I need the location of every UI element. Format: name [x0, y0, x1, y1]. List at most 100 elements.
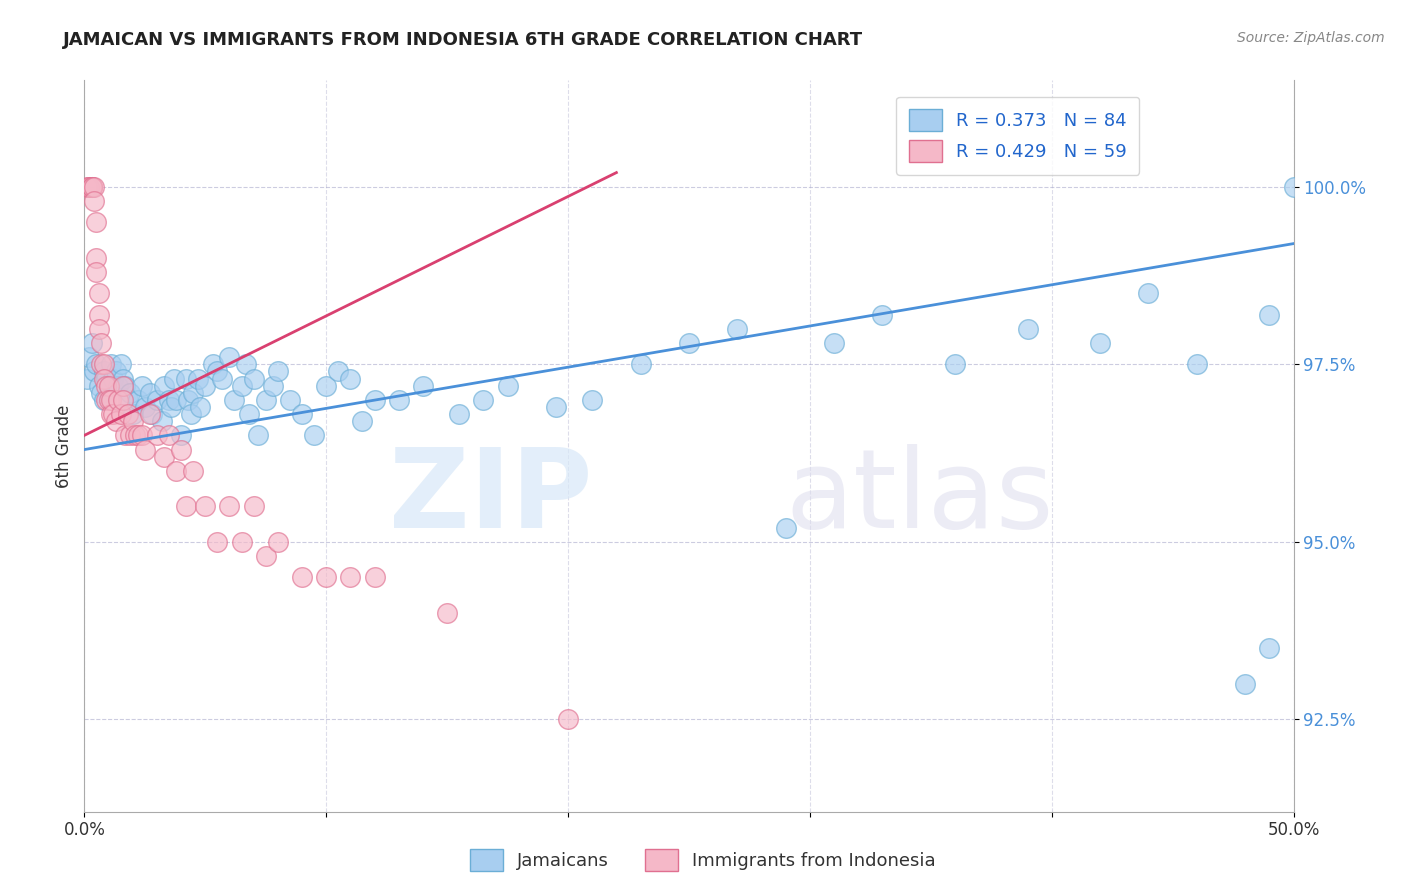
Point	[678, 336, 700, 351]
Point	[363, 392, 385, 407]
Point	[114, 428, 136, 442]
Point	[117, 407, 139, 421]
Point	[76, 371, 98, 385]
Point	[114, 378, 136, 392]
Point	[254, 392, 277, 407]
Point	[1234, 677, 1257, 691]
Point	[170, 428, 193, 442]
Point	[153, 378, 176, 392]
Point	[86, 265, 108, 279]
Point	[150, 414, 173, 428]
Point	[94, 392, 117, 407]
Point	[1258, 641, 1281, 656]
Point	[104, 414, 127, 428]
Point	[100, 392, 122, 407]
Point	[146, 428, 169, 442]
Point	[291, 570, 314, 584]
Point	[315, 378, 337, 392]
Point	[141, 407, 163, 421]
Point	[1137, 286, 1160, 301]
Point	[97, 378, 120, 392]
Point	[93, 357, 115, 371]
Point	[242, 371, 264, 385]
Point	[218, 350, 240, 364]
Point	[315, 570, 337, 584]
Point	[1017, 322, 1039, 336]
Point	[181, 464, 204, 478]
Point	[127, 392, 149, 407]
Point	[107, 392, 129, 407]
Point	[472, 392, 495, 407]
Point	[630, 357, 652, 371]
Point	[267, 364, 290, 378]
Point	[100, 407, 122, 421]
Point	[87, 322, 110, 336]
Point	[302, 428, 325, 442]
Point	[291, 407, 314, 421]
Point	[1258, 308, 1281, 322]
Legend: Jamaicans, Immigrants from Indonesia: Jamaicans, Immigrants from Indonesia	[463, 842, 943, 879]
Point	[254, 549, 277, 563]
Point	[224, 392, 246, 407]
Point	[77, 179, 100, 194]
Point	[328, 364, 350, 378]
Point	[121, 407, 143, 421]
Point	[247, 428, 270, 442]
Point	[943, 357, 966, 371]
Point	[201, 357, 224, 371]
Point	[231, 534, 253, 549]
Point	[87, 308, 110, 322]
Point	[104, 364, 127, 378]
Point	[177, 392, 200, 407]
Point	[93, 364, 115, 378]
Point	[352, 414, 374, 428]
Point	[339, 371, 361, 385]
Point	[100, 357, 122, 371]
Point	[112, 371, 135, 385]
Point	[207, 364, 229, 378]
Point	[138, 407, 160, 421]
Point	[339, 570, 361, 584]
Point	[180, 407, 202, 421]
Point	[124, 428, 146, 442]
Text: atlas: atlas	[786, 443, 1054, 550]
Text: JAMAICAN VS IMMIGRANTS FROM INDONESIA 6TH GRADE CORRELATION CHART: JAMAICAN VS IMMIGRANTS FROM INDONESIA 6T…	[63, 31, 863, 49]
Point	[90, 385, 112, 400]
Point	[174, 371, 197, 385]
Point	[1282, 179, 1305, 194]
Point	[80, 179, 103, 194]
Point	[238, 407, 260, 421]
Point	[90, 357, 112, 371]
Point	[823, 336, 845, 351]
Point	[93, 371, 115, 385]
Point	[120, 385, 142, 400]
Point	[157, 392, 180, 407]
Point	[121, 414, 143, 428]
Point	[131, 378, 153, 392]
Point	[110, 407, 132, 421]
Point	[77, 350, 100, 364]
Point	[775, 521, 797, 535]
Point	[112, 392, 135, 407]
Point	[76, 179, 98, 194]
Y-axis label: 6th Grade: 6th Grade	[55, 404, 73, 488]
Point	[117, 392, 139, 407]
Point	[363, 570, 385, 584]
Point	[163, 371, 186, 385]
Point	[181, 385, 204, 400]
Point	[80, 179, 103, 194]
Point	[90, 336, 112, 351]
Point	[86, 215, 108, 229]
Point	[207, 534, 229, 549]
Point	[557, 713, 579, 727]
Point	[211, 371, 233, 385]
Point	[97, 392, 120, 407]
Point	[388, 392, 411, 407]
Point	[80, 179, 103, 194]
Text: Source: ZipAtlas.com: Source: ZipAtlas.com	[1237, 31, 1385, 45]
Point	[449, 407, 471, 421]
Point	[131, 428, 153, 442]
Point	[160, 400, 183, 414]
Point	[1185, 357, 1208, 371]
Point	[94, 371, 117, 385]
